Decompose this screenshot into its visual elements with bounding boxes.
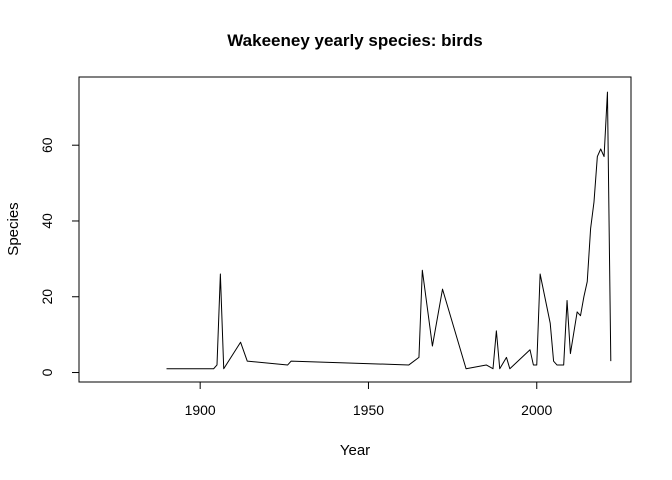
x-tick-label: 1900 <box>185 402 216 418</box>
x-tick-label: 2000 <box>521 402 552 418</box>
plot-frame <box>78 76 632 383</box>
y-axis-label: Species <box>5 202 22 255</box>
y-tick-label: 40 <box>39 213 55 229</box>
x-axis-label: Year <box>340 442 370 459</box>
series-line <box>166 91 612 370</box>
y-tick-label: 60 <box>39 137 55 153</box>
y-tick-label: 0 <box>39 368 55 376</box>
x-tick-label: 1950 <box>353 402 384 418</box>
y-tick-label: 20 <box>39 289 55 305</box>
y-axis: 0 20 40 60 <box>39 137 80 376</box>
series-group <box>166 91 612 370</box>
x-axis: 1900 1950 2000 <box>185 381 553 418</box>
chart-title: Wakeeney yearly species: birds <box>227 31 482 50</box>
